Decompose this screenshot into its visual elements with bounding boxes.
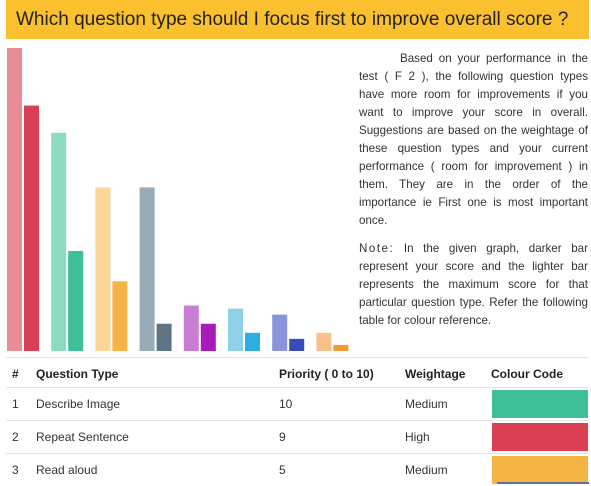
bar-your-score-6 <box>245 333 260 351</box>
bar-your-score-8 <box>333 345 348 351</box>
row-priority: 9 <box>279 421 405 454</box>
question-type-table: # Question Type Priority ( 0 to 10) Weig… <box>6 360 589 486</box>
bar-your-score-1 <box>24 106 39 351</box>
bar-max-score-2 <box>51 133 66 351</box>
table-row: 2 Repeat Sentence 9 High <box>6 421 589 454</box>
row-question-type: Describe Image <box>36 388 279 421</box>
header-priority: Priority ( 0 to 10) <box>279 360 405 388</box>
row-priority: 5 <box>279 454 405 486</box>
header-question-type: Question Type <box>36 360 279 388</box>
header-num: # <box>6 360 36 388</box>
colour-swatch <box>492 423 588 451</box>
divider <box>6 357 589 358</box>
row-weightage: High <box>405 421 491 454</box>
header-colour-code: Colour Code <box>491 360 589 388</box>
bar-max-score-7 <box>272 315 287 351</box>
bar-max-score-6 <box>228 309 243 351</box>
row-question-type: Read aloud <box>36 454 279 486</box>
note-text: In the given graph, darker bar represent… <box>359 242 588 327</box>
row-priority: 10 <box>279 388 405 421</box>
bar-your-score-5 <box>201 324 216 351</box>
description-paragraph: Based on your performance in the test ( … <box>359 50 588 230</box>
bar-max-score-4 <box>140 187 155 351</box>
row-question-type: Repeat Sentence <box>36 421 279 454</box>
colour-swatch <box>492 456 588 484</box>
row-num: 2 <box>6 421 36 454</box>
bar-your-score-4 <box>157 324 172 351</box>
bar-your-score-3 <box>112 281 127 351</box>
score-bar-chart <box>0 40 350 354</box>
description-panel: Based on your performance in the test ( … <box>359 50 588 340</box>
bar-your-score-7 <box>289 339 304 351</box>
row-num: 1 <box>6 388 36 421</box>
note-paragraph: Note: In the given graph, darker bar rep… <box>359 240 588 330</box>
colour-swatch <box>492 390 588 418</box>
page-title: Which question type should I focus first… <box>16 9 568 31</box>
bar-max-score-3 <box>95 187 110 351</box>
header-weightage: Weightage <box>405 360 491 388</box>
note-label: Note: <box>359 242 394 255</box>
row-weightage: Medium <box>405 388 491 421</box>
bar-max-score-8 <box>316 333 331 351</box>
row-num: 3 <box>6 454 36 486</box>
bar-max-score-5 <box>184 306 199 351</box>
page-header: Which question type should I focus first… <box>6 0 589 39</box>
row-weightage: Medium <box>405 454 491 486</box>
table-header-row: # Question Type Priority ( 0 to 10) Weig… <box>6 360 589 388</box>
bar-your-score-2 <box>68 251 83 351</box>
bar-max-score-1 <box>7 48 22 351</box>
table-row: 1 Describe Image 10 Medium <box>6 388 589 421</box>
